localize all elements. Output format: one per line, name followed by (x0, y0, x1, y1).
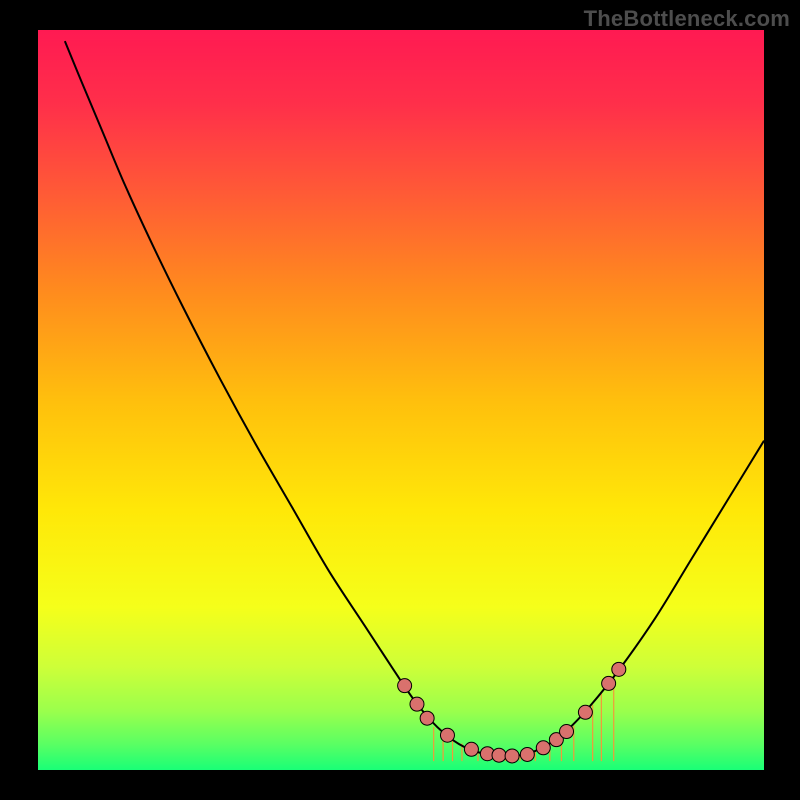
bottleneck-curve (65, 41, 764, 756)
curve-markers (398, 662, 626, 763)
chart-container: TheBottleneck.com (0, 0, 800, 800)
curve-marker (612, 662, 626, 676)
curve-marker (492, 748, 506, 762)
curve-marker (602, 676, 616, 690)
curve-marker (398, 679, 412, 693)
curve-marker (536, 741, 550, 755)
curve-marker (440, 728, 454, 742)
curve-marker (464, 742, 478, 756)
curve-marker (420, 711, 434, 725)
curve-marker (578, 705, 592, 719)
bottleneck-curve-chart (0, 0, 800, 800)
curve-marker (520, 747, 534, 761)
curve-marker (410, 697, 424, 711)
curve-marker (505, 749, 519, 763)
curve-marker (560, 725, 574, 739)
